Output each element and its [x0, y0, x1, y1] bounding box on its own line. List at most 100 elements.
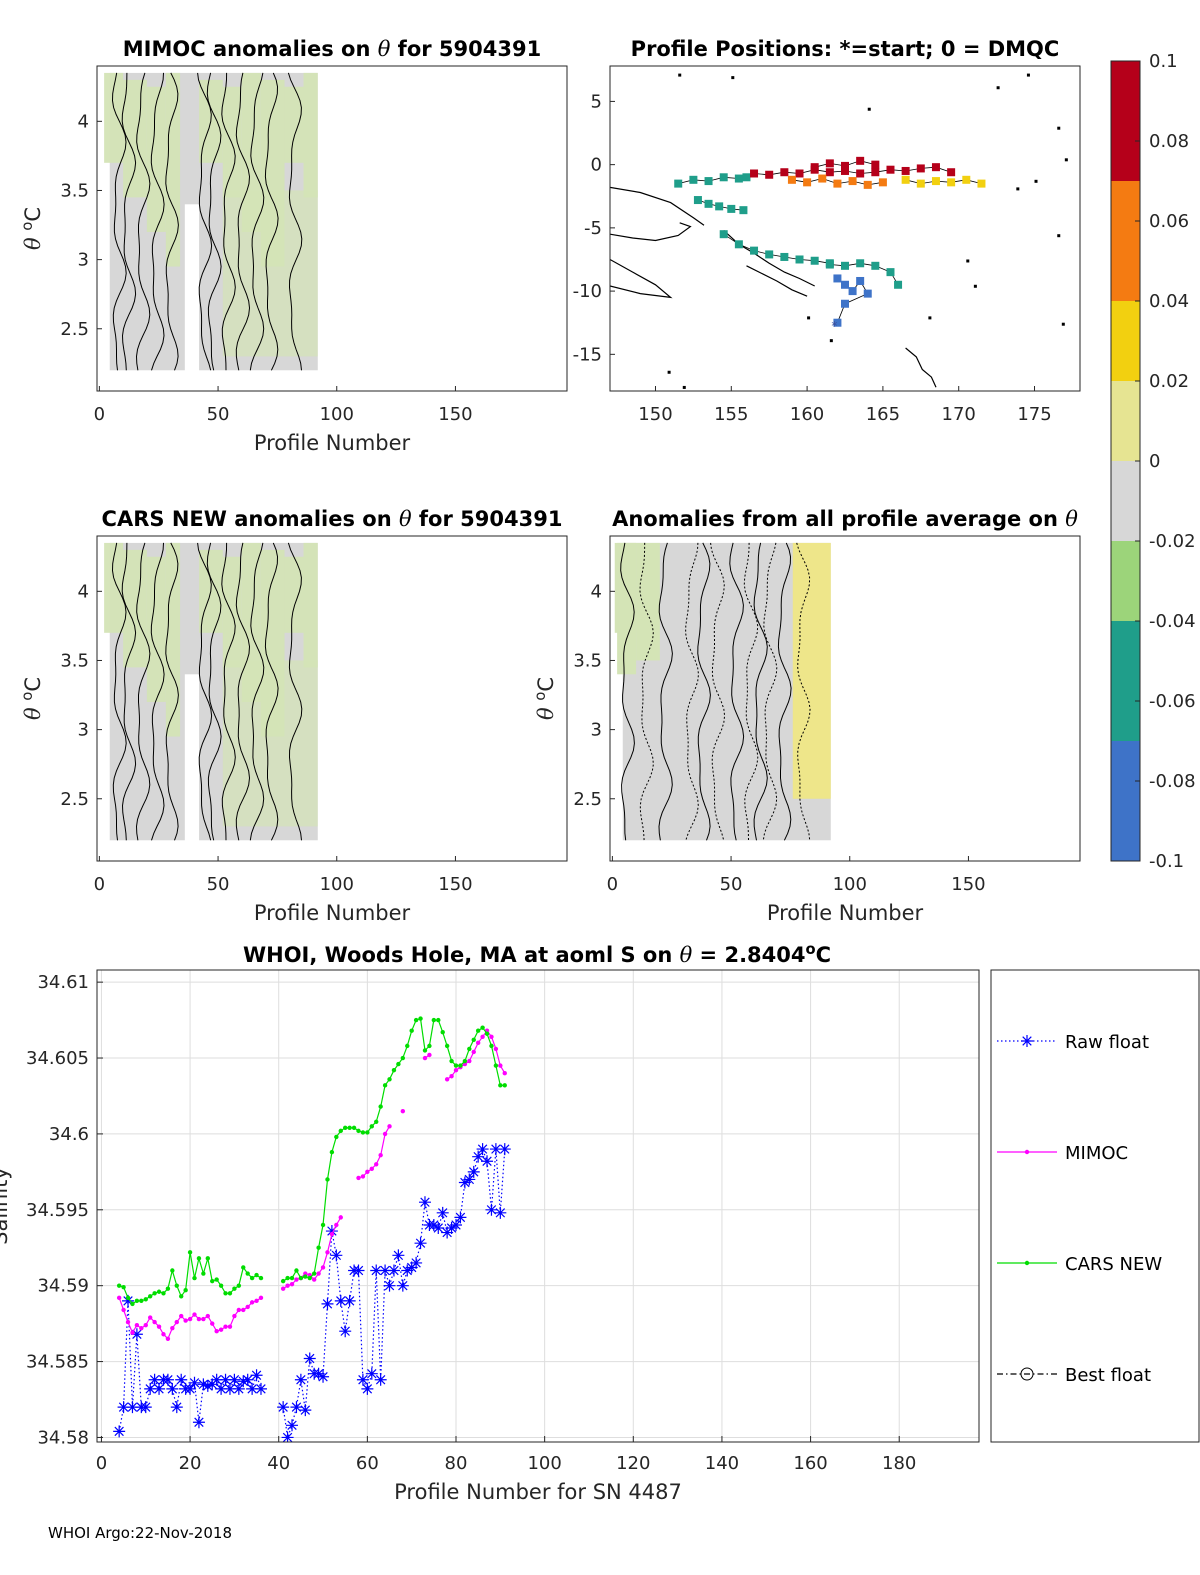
- data-point: [444, 1077, 450, 1082]
- x-tick-label: 50: [720, 874, 743, 895]
- data-point: [174, 1319, 179, 1325]
- data-point: [153, 1382, 166, 1395]
- data-point: [245, 1271, 250, 1276]
- data-point: [427, 1218, 440, 1231]
- data-gap: [184, 674, 200, 851]
- profile-marker: [863, 289, 872, 298]
- data-point: [254, 1272, 259, 1278]
- contour-line: [796, 542, 811, 841]
- colorbar-tick-label: -0.1: [1149, 851, 1184, 872]
- start-marker: *: [831, 319, 837, 333]
- heatmap-body: [614, 542, 831, 841]
- title-part: θ: [680, 943, 693, 967]
- legend-marker: [1021, 1035, 1033, 1047]
- data-point: [232, 1382, 245, 1395]
- profile-marker: [856, 169, 865, 178]
- contour-line: [165, 72, 179, 371]
- data-point: [382, 1131, 388, 1137]
- title-part: C: [21, 677, 45, 692]
- anomaly-fill-negative: [222, 190, 318, 357]
- data-point: [134, 1298, 140, 1304]
- footer-credit: WHOI Argo:22-Nov-2018: [48, 1524, 232, 1542]
- data-point: [467, 1165, 480, 1178]
- colorbar-tick-label: 0.04: [1149, 291, 1189, 312]
- profile-marker: [704, 199, 713, 208]
- data-point: [215, 1382, 228, 1395]
- chart-title: CARS NEW anomalies on θ for 5904391: [102, 507, 563, 531]
- data-point: [356, 1128, 361, 1134]
- y-tick-label: 3: [78, 250, 89, 271]
- data-point: [170, 1268, 175, 1273]
- data-point: [369, 1166, 374, 1172]
- title-part: MIMOC anomalies on: [123, 37, 378, 61]
- data-point: [325, 1177, 330, 1182]
- data-point: [303, 1274, 308, 1279]
- data-point: [485, 1203, 498, 1216]
- data-point: [391, 1067, 397, 1073]
- title-part: θ: [21, 701, 45, 720]
- data-point: [453, 1063, 459, 1068]
- y-tick-label: 5: [591, 91, 602, 112]
- profile-marker: [962, 175, 971, 184]
- axes-frame: [609, 535, 1081, 862]
- colorbar-segment: [1111, 181, 1140, 222]
- contour-line: [729, 542, 745, 841]
- contour-line: [697, 542, 711, 841]
- profile-marker: [750, 169, 759, 178]
- x-tick-label: 50: [207, 874, 230, 895]
- profile-marker: [825, 159, 834, 168]
- data-point: [427, 1043, 432, 1049]
- data-point: [294, 1373, 307, 1386]
- data-point: [201, 1316, 206, 1322]
- profile-marker: [931, 163, 940, 172]
- x-tick-label: 180: [882, 1453, 916, 1474]
- data-point: [201, 1379, 214, 1392]
- profile-marker: [841, 161, 849, 170]
- data-point: [467, 1058, 472, 1064]
- anomaly-fill-negative: [146, 556, 166, 702]
- x-tick-label: 100: [320, 874, 354, 895]
- anomaly-fill-negative: [303, 542, 318, 668]
- profile-marker: [727, 204, 736, 213]
- data-point: [249, 1275, 255, 1281]
- data-point: [125, 1319, 131, 1325]
- colorbar-tick-label: 0: [1149, 451, 1160, 472]
- data-point: [401, 1264, 414, 1277]
- axes-frame: [96, 969, 980, 1443]
- data-point: [143, 1297, 148, 1302]
- data-point: [502, 1071, 507, 1076]
- colorbar-tick-label: -0.04: [1149, 611, 1196, 632]
- data-point: [214, 1277, 219, 1282]
- data-point: [134, 1322, 140, 1328]
- data-point: [232, 1313, 237, 1319]
- contour-line: [249, 542, 265, 841]
- x-tick-label: 140: [705, 1453, 739, 1474]
- x-tick-label: 150: [951, 874, 985, 895]
- anomaly-fill-negative: [284, 86, 304, 163]
- title-part: θ: [1065, 507, 1078, 531]
- data-point: [192, 1275, 197, 1281]
- profile-marker: [833, 274, 842, 283]
- y-tick-label: 34.6: [49, 1124, 89, 1145]
- data-point: [502, 1083, 507, 1088]
- profile-marker: [871, 168, 880, 177]
- x-tick-label: 150: [438, 404, 472, 425]
- data-point: [183, 1288, 188, 1293]
- average-anomalies-panel: 0 50 100 150 2.5 3 3.5 4 Profile Number θ oC Anoma…: [532, 507, 1081, 925]
- series-line: [118, 1147, 506, 1438]
- chart-title: Anomalies from all profile average on θ: [612, 507, 1078, 531]
- profile-marker: [742, 173, 751, 182]
- y-tick-label: 0: [591, 155, 602, 176]
- anomaly-fill-negative: [222, 660, 318, 827]
- data-point: [196, 1256, 202, 1261]
- data-point: [122, 1294, 135, 1307]
- data-point: [258, 1295, 264, 1301]
- legend-label: Best float: [1065, 1365, 1151, 1386]
- data-point: [396, 1279, 409, 1292]
- data-point: [432, 1222, 445, 1235]
- data-point: [130, 1330, 135, 1335]
- data-point: [130, 1328, 143, 1341]
- islet: [973, 284, 977, 288]
- colorbar-segment: [1111, 341, 1140, 382]
- contour-line: [753, 542, 768, 841]
